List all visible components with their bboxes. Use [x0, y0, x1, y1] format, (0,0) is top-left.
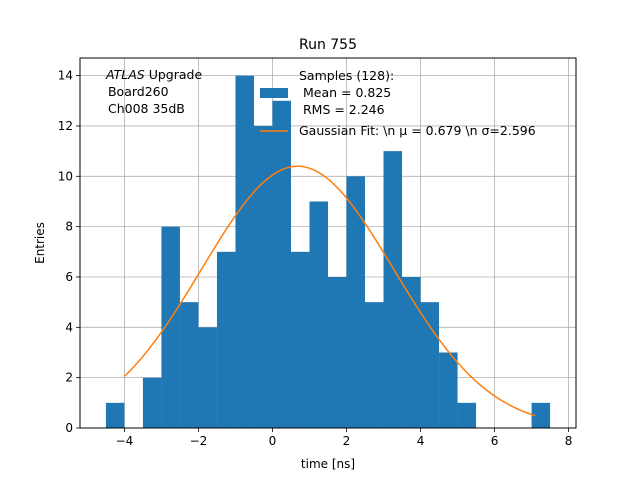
histogram-bar: [383, 151, 403, 428]
histogram-bar: [142, 377, 162, 428]
histogram-bars: [105, 75, 551, 429]
histogram-bar: [235, 75, 254, 428]
annotation-line-1: ATLAS Upgrade: [105, 67, 202, 82]
histogram-bar: [531, 402, 551, 428]
gaussian-fit-curve: [123, 165, 536, 417]
y-tick-label: 8: [65, 220, 73, 234]
y-tick-label: 4: [65, 320, 73, 334]
histogram-bar: [457, 402, 477, 428]
histogram-bar: [105, 402, 125, 428]
plot-frame: [79, 57, 577, 429]
histogram-bar: [216, 251, 236, 428]
chart-title: Run 755: [299, 37, 357, 53]
y-axis-ticks: 0 2 4 6 8 10 12 14: [58, 69, 80, 435]
histogram-bar: [161, 226, 180, 428]
histogram-bar: [402, 276, 421, 428]
x-tick-label: 8: [565, 434, 573, 448]
y-tick-label: 6: [65, 270, 73, 284]
histogram-bar: [198, 327, 217, 428]
histogram-bar: [179, 302, 199, 428]
y-tick-label: 2: [65, 371, 73, 385]
histogram-bar: [309, 201, 328, 428]
legend-mean: Mean = 0.825: [299, 85, 391, 100]
x-tick-label: 4: [417, 434, 425, 448]
legend-rms: RMS = 2.246: [299, 102, 385, 117]
annotation-experiment-suffix: Upgrade: [145, 67, 203, 82]
histogram-bar: [439, 352, 458, 428]
legend-samples: Samples (128):: [299, 68, 394, 83]
x-tick-label: −4: [116, 434, 134, 448]
x-tick-label: 2: [343, 434, 351, 448]
histogram-bar: [290, 251, 310, 428]
histogram-bar: [346, 176, 366, 428]
x-tick-label: 0: [269, 434, 277, 448]
x-tick-label: −2: [190, 434, 208, 448]
histogram-bar: [328, 276, 347, 428]
y-tick-label: 14: [58, 69, 73, 83]
histogram-bar: [253, 125, 273, 429]
annotation-channel: Ch008 35dB: [104, 101, 185, 116]
y-tick-label: 12: [58, 119, 73, 133]
experiment-annotation: ATLAS Upgrade Board260 Ch008 35dB: [104, 67, 202, 116]
y-tick-label: 10: [58, 169, 73, 183]
legend-fit-label: Gaussian Fit: \n μ = 0.679 \n σ=2.596: [299, 123, 536, 138]
x-tick-label: 6: [491, 434, 499, 448]
x-axis-label: time [ns]: [301, 457, 355, 471]
y-axis-label: Entries: [33, 222, 47, 264]
legend: Samples (128): Mean = 0.825 RMS = 2.246 …: [260, 68, 536, 138]
annotation-experiment: ATLAS: [105, 67, 145, 82]
histogram-bar: [365, 302, 384, 428]
legend-histogram-swatch: [260, 88, 288, 98]
histogram-bar: [272, 100, 291, 428]
annotation-board: Board260: [104, 84, 169, 99]
x-axis-ticks: −4 −2 0 2 4 6 8: [116, 428, 573, 448]
y-tick-label: 0: [65, 421, 73, 435]
histogram-bar: [420, 302, 440, 428]
